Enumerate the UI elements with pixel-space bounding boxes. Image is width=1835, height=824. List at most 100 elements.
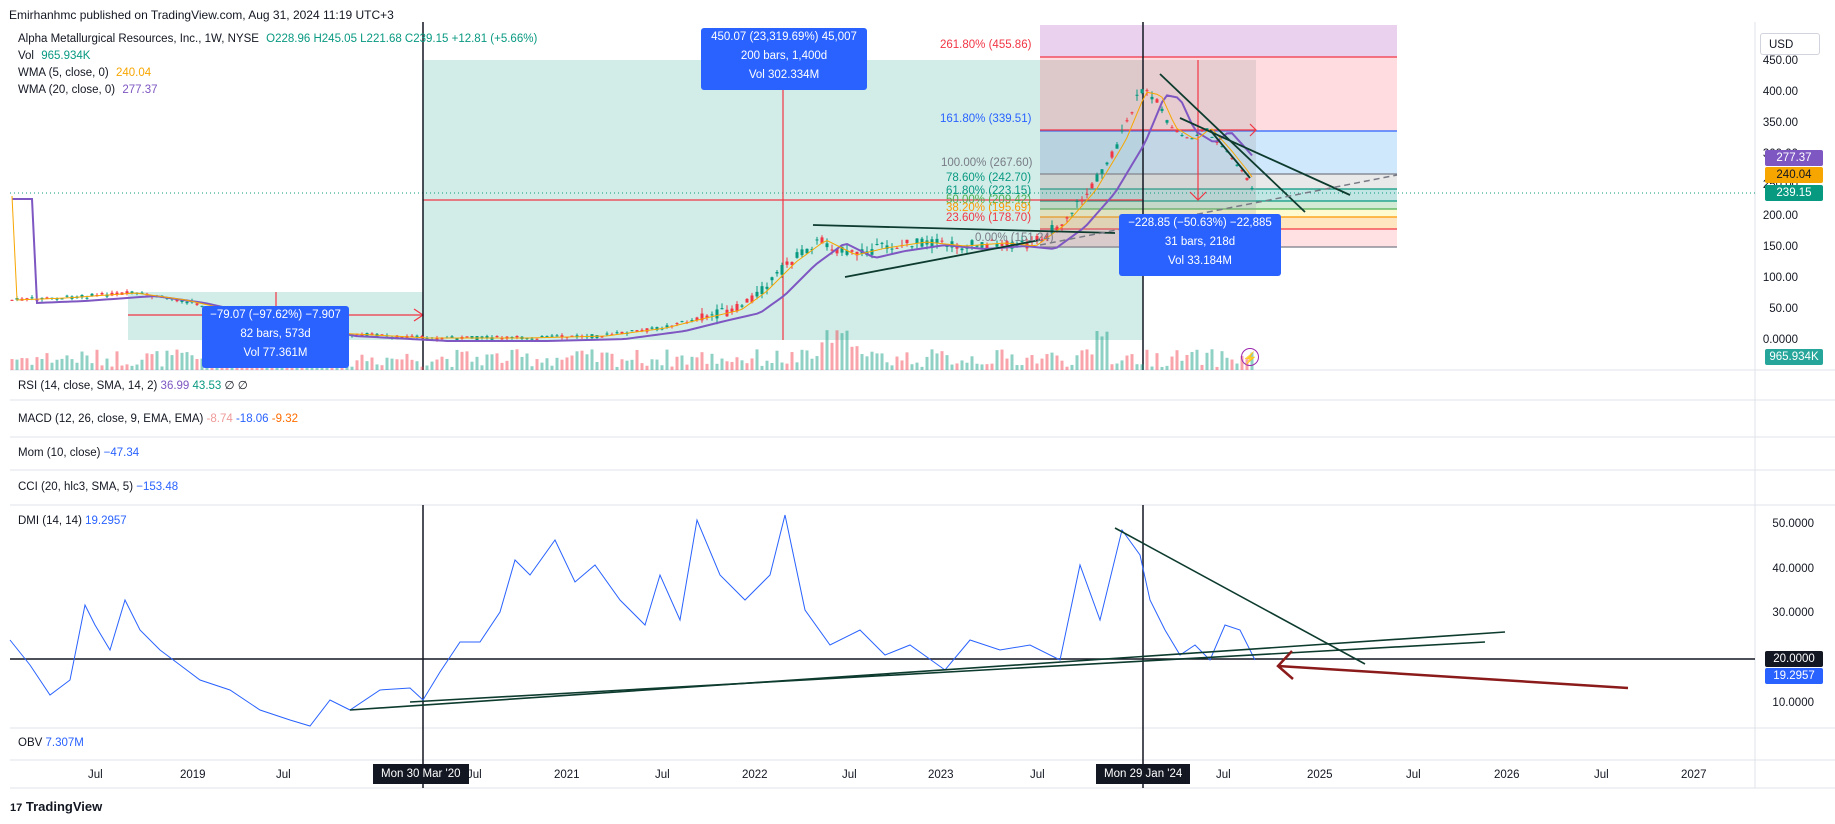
volume-bar (870, 351, 874, 370)
volume-bar (675, 356, 679, 370)
volume-bar (50, 362, 54, 370)
price-tick: 0.0000 (1762, 334, 1798, 346)
candle-body (775, 271, 779, 274)
candle-body (1190, 138, 1194, 140)
volume-bar (380, 365, 384, 370)
volume-bar (1020, 365, 1024, 370)
volume-bar (805, 350, 809, 370)
volume-bar (1090, 354, 1094, 370)
volume-bar (565, 357, 569, 370)
candle-body (985, 244, 989, 249)
candle-body (1120, 130, 1124, 132)
candle-body (810, 249, 814, 251)
price-tick: 450.00 (1762, 55, 1798, 67)
volume-bar (490, 354, 494, 370)
candle-body (380, 334, 384, 336)
volume-bar (575, 351, 579, 370)
candle-body (780, 265, 784, 275)
cci-legend[interactable]: CCI (20, hlc3, SMA, 5) −153.48 (18, 481, 178, 493)
volume-bar (135, 364, 139, 370)
volume-bar (720, 358, 724, 370)
candle-body (665, 325, 669, 328)
volume-bar (1180, 360, 1184, 370)
volume-bar (405, 353, 409, 370)
date-marker-2020: Mon 30 Mar '20 (373, 764, 469, 784)
candle-body (1050, 225, 1054, 233)
volume-bar (735, 357, 739, 370)
lightning-icon[interactable]: ⚡ (1241, 348, 1259, 366)
obv-legend[interactable]: OBV 7.307M (18, 737, 84, 749)
candle-body (90, 293, 94, 296)
volume-bar (95, 349, 99, 370)
volume-bar (1055, 355, 1059, 370)
candle-body (470, 336, 474, 339)
volume-bar (400, 359, 404, 370)
mom-legend[interactable]: Mom (10, close) −47.34 (18, 447, 139, 459)
volume-bar (485, 354, 489, 370)
time-tick: Jul (655, 769, 670, 781)
time-tick: 2025 (1307, 769, 1333, 781)
dmi-red-arrow[interactable] (1276, 650, 1629, 690)
volume-bar (75, 362, 79, 370)
volume-bar (1120, 360, 1124, 370)
wma20-legend[interactable]: WMA (20, close, 0) 277.37 (18, 84, 162, 96)
fib-label: 38.20% (195.69) (946, 202, 1032, 214)
candle-body (645, 328, 649, 332)
volume-bar (825, 330, 829, 370)
rsi-legend[interactable]: RSI (14, close, SMA, 14, 2) 36.99 43.53 … (18, 378, 248, 392)
volume-bar (1225, 357, 1229, 370)
volume-bar (120, 365, 124, 370)
volume-bar (440, 356, 444, 370)
dmi-legend[interactable]: DMI (14, 14) 19.2957 (18, 515, 127, 527)
cci-value: −153.48 (136, 481, 179, 493)
candle-body (1130, 112, 1134, 114)
volume-bar (355, 360, 359, 370)
volume-bar (535, 359, 539, 370)
currency-button[interactable]: USD (1760, 33, 1820, 55)
symbol-legend[interactable]: Alpha Metallurgical Resources, Inc., 1W,… (18, 33, 541, 45)
volume-bar (395, 359, 399, 370)
candle-body (490, 337, 494, 340)
measure-info-box[interactable]: −228.85 (−50.63%) −22,885 31 bars, 218d … (1119, 214, 1281, 276)
measure-bars: 200 bars, 1,400d (740, 50, 828, 62)
dmi-tick: 10.0000 (1772, 697, 1814, 709)
volume-bar (20, 358, 24, 370)
candle-body (85, 297, 89, 299)
volume-bar (550, 365, 554, 370)
wma5-legend[interactable]: WMA (5, close, 0) 240.04 (18, 67, 155, 79)
volume-bar (1160, 366, 1164, 370)
dashed-trendline[interactable] (1039, 174, 1398, 246)
measure-info-box[interactable]: −79.07 (−97.62%) −7.907 82 bars, 573d Vo… (202, 306, 349, 368)
dmi-trendlines[interactable] (349, 527, 1506, 711)
candle-body (835, 248, 839, 254)
candle-body (930, 239, 934, 248)
price-trendlines[interactable] (812, 73, 1351, 278)
volume-bar (810, 358, 814, 370)
volume-bar (710, 353, 714, 370)
price-tick: 350.00 (1762, 117, 1798, 129)
volume-bar (995, 350, 999, 370)
volume-bar (920, 366, 924, 370)
macd-value: -18.06 (235, 413, 269, 425)
volume-bar (640, 363, 644, 370)
volume-bar (685, 364, 689, 370)
volume-bar (970, 356, 974, 370)
measure-info-box[interactable]: 450.07 (23,319.69%) 45,007 200 bars, 1,4… (701, 28, 867, 90)
candle-body (640, 329, 644, 331)
volume-legend[interactable]: Vol 965.934K (18, 50, 94, 62)
volume-bar (180, 352, 184, 370)
last-price-badge: 239.15 (1765, 185, 1823, 201)
volume-bar (45, 353, 49, 370)
candle-body (1020, 240, 1024, 243)
tradingview-logo[interactable]: 17 TradingView (10, 799, 102, 814)
volume-bar (600, 352, 604, 370)
volume-bar (1010, 354, 1014, 370)
candle-body (1145, 90, 1149, 92)
volume-bar (1170, 356, 1174, 370)
volume-bar (965, 362, 969, 370)
fib-retracement[interactable] (1040, 25, 1397, 248)
macd-legend[interactable]: MACD (12, 26, close, 9, EMA, EMA) -8.74 … (18, 413, 298, 425)
volume-bar (545, 358, 549, 370)
volume-bar (195, 359, 199, 370)
